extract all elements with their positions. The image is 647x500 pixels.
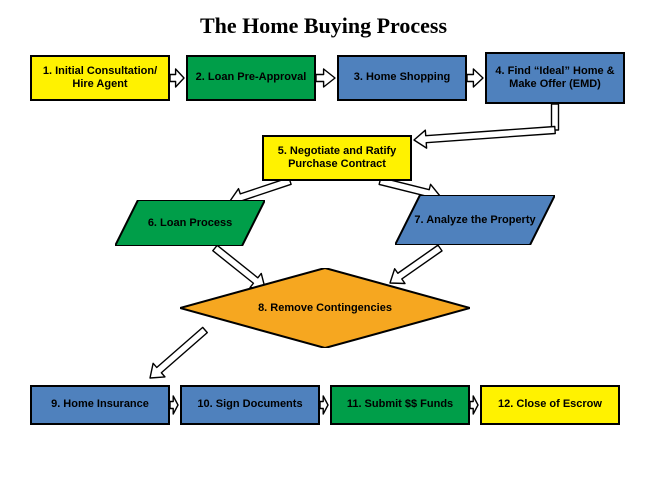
page-title: The Home Buying Process <box>0 13 647 39</box>
node-n3: 3. Home Shopping <box>337 55 467 101</box>
node-n8: 8. Remove Contingencies <box>180 268 470 348</box>
node-n4: 4. Find “Ideal” Home & Make Offer (EMD) <box>485 52 625 104</box>
node-n11: 11. Submit $$ Funds <box>330 385 470 425</box>
node-n12: 12. Close of Escrow <box>480 385 620 425</box>
node-n9: 9. Home Insurance <box>30 385 170 425</box>
node-n2: 2. Loan Pre-Approval <box>186 55 316 101</box>
node-n5: 5. Negotiate and Ratify Purchase Contrac… <box>262 135 412 181</box>
node-n1: 1. Initial Consultation/ Hire Agent <box>30 55 170 101</box>
node-n6: 6. Loan Process <box>115 200 265 246</box>
node-n10: 10. Sign Documents <box>180 385 320 425</box>
node-n7: 7. Analyze the Property <box>395 195 555 245</box>
flowchart-canvas: The Home Buying Process 1. Initial Consu… <box>0 0 647 500</box>
